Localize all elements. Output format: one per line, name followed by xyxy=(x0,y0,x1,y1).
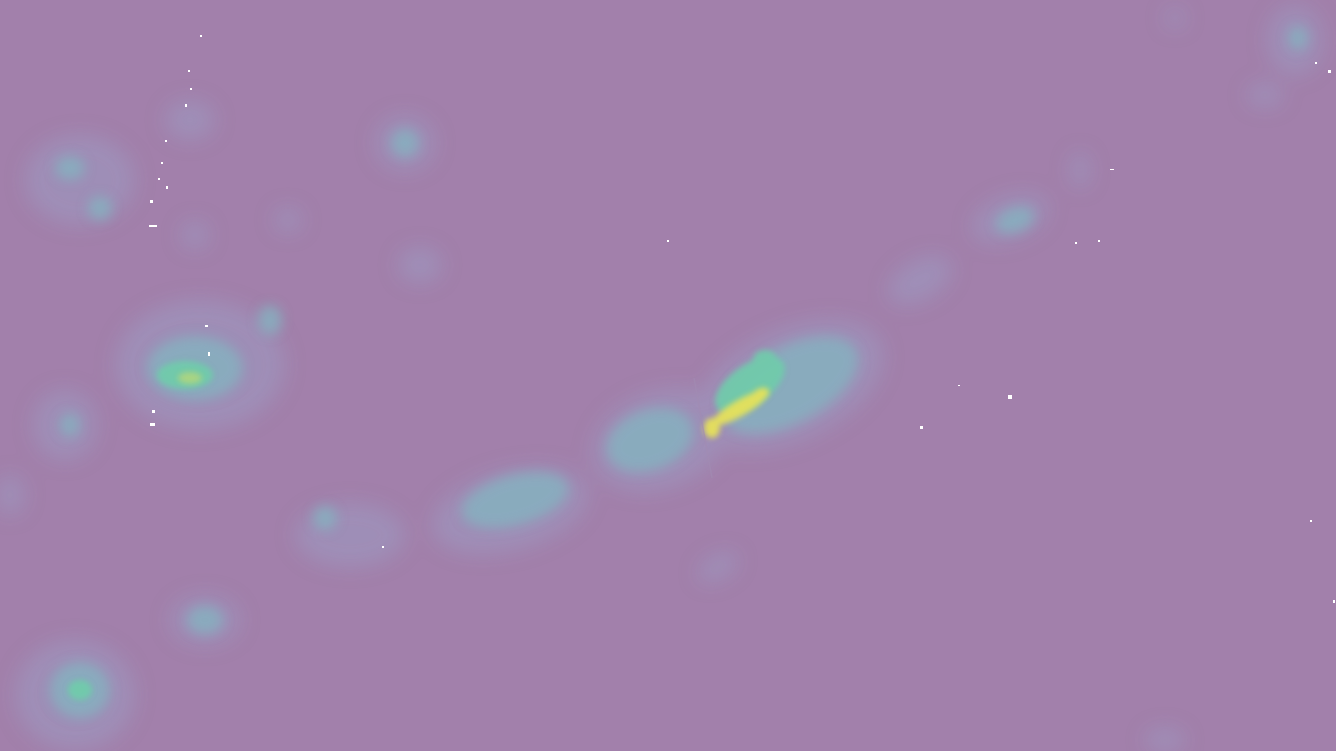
heat-blob xyxy=(715,356,785,414)
speck xyxy=(188,70,190,72)
heat-blob xyxy=(313,506,337,530)
heat-blob xyxy=(391,129,419,157)
heat-blob xyxy=(1070,152,1090,188)
speck xyxy=(166,186,168,189)
heat-blob xyxy=(1145,728,1185,751)
heat-blob xyxy=(187,606,223,634)
heat-blob xyxy=(606,407,694,473)
heat-blob xyxy=(995,206,1035,234)
heat-peak xyxy=(704,418,720,438)
heat-peak xyxy=(750,387,770,403)
heat-blob xyxy=(68,680,92,700)
speck xyxy=(382,546,384,548)
heat-blob xyxy=(698,551,738,583)
heat-blob xyxy=(274,208,302,232)
heat-blob xyxy=(181,221,209,249)
speck xyxy=(1098,240,1100,242)
heat-blob xyxy=(0,475,25,515)
heat-blob xyxy=(1288,26,1308,50)
speck xyxy=(150,200,153,203)
speck xyxy=(1008,395,1012,399)
speck-layer xyxy=(149,35,1335,603)
speck xyxy=(152,410,155,413)
heat-blob xyxy=(60,413,80,437)
speck xyxy=(958,385,960,386)
heat-blob xyxy=(295,503,405,567)
speck xyxy=(158,178,160,180)
speck xyxy=(1110,169,1114,170)
speck xyxy=(205,325,208,327)
heat-blob xyxy=(1247,83,1283,107)
speck xyxy=(1333,600,1335,603)
heat-layer-peak xyxy=(178,372,770,438)
heat-blob xyxy=(88,196,112,220)
heat-blob xyxy=(753,350,777,370)
speck xyxy=(1315,62,1317,64)
heat-blob xyxy=(1165,8,1185,28)
heat-peak xyxy=(178,372,202,384)
speck xyxy=(190,88,192,90)
speck xyxy=(200,35,202,37)
speck xyxy=(1310,520,1312,522)
heat-blob xyxy=(25,135,135,225)
heat-blob xyxy=(398,247,442,283)
speck xyxy=(1075,242,1077,244)
speck xyxy=(1328,70,1331,73)
speck xyxy=(161,162,163,164)
speck xyxy=(667,240,669,242)
heat-blob xyxy=(165,100,215,140)
heat-blob xyxy=(721,336,859,434)
heat-blob xyxy=(258,305,282,335)
heat-blob xyxy=(55,156,85,180)
speck xyxy=(920,426,923,429)
speck xyxy=(149,225,157,227)
speck xyxy=(185,104,187,107)
speck xyxy=(208,352,210,356)
heat-blob xyxy=(461,471,569,529)
heat-blob xyxy=(888,255,952,305)
speck xyxy=(165,140,167,142)
speck xyxy=(150,423,155,426)
tile-seam xyxy=(693,377,713,479)
